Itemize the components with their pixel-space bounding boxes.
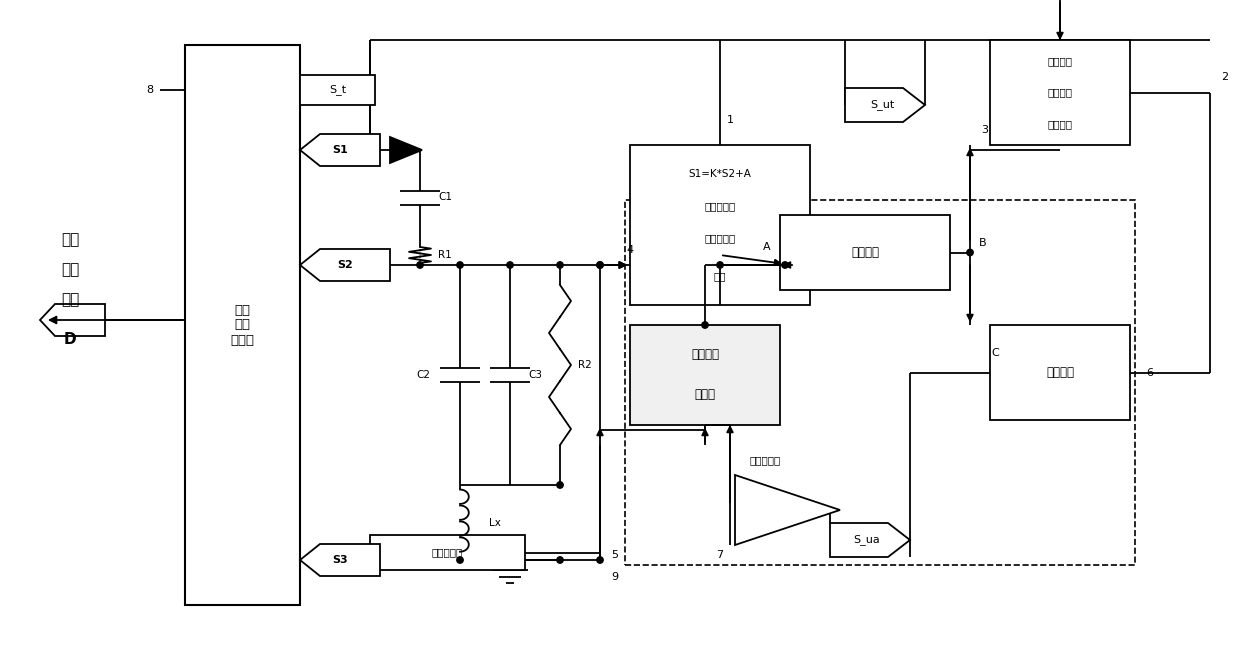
- Circle shape: [702, 322, 708, 328]
- Text: C: C: [991, 348, 999, 357]
- Text: 5: 5: [611, 550, 619, 560]
- Text: 位移: 位移: [61, 232, 79, 248]
- Text: 6: 6: [1147, 368, 1153, 377]
- Text: 温度传感器: 温度传感器: [432, 548, 463, 557]
- Text: R1: R1: [438, 250, 451, 260]
- Text: R2: R2: [578, 360, 591, 370]
- Text: S2: S2: [337, 260, 353, 270]
- Circle shape: [417, 262, 423, 268]
- Circle shape: [507, 262, 513, 268]
- Circle shape: [596, 557, 603, 563]
- Circle shape: [557, 482, 563, 488]
- Text: 高速
采样
处理器: 高速 采样 处理器: [231, 304, 254, 346]
- Text: 电路: 电路: [714, 271, 727, 281]
- Text: B: B: [980, 237, 987, 248]
- Circle shape: [967, 250, 973, 255]
- Text: C1: C1: [438, 192, 453, 203]
- Text: 信号: 信号: [61, 263, 79, 277]
- Text: 7: 7: [717, 550, 724, 560]
- Bar: [370, 535, 525, 570]
- Text: 3: 3: [982, 125, 988, 135]
- Polygon shape: [735, 475, 839, 545]
- Bar: [630, 145, 810, 305]
- Text: C3: C3: [528, 370, 542, 380]
- Circle shape: [456, 262, 464, 268]
- Text: 触发信号: 触发信号: [1048, 88, 1073, 97]
- Text: 正交采样: 正交采样: [1048, 56, 1073, 66]
- Bar: [990, 40, 1130, 145]
- Text: 输出: 输出: [61, 292, 79, 308]
- Bar: [300, 75, 374, 105]
- Polygon shape: [40, 304, 105, 336]
- Circle shape: [456, 557, 464, 563]
- Text: 生成电路: 生成电路: [1048, 119, 1073, 129]
- Circle shape: [717, 262, 723, 268]
- Text: A: A: [763, 242, 771, 252]
- Text: 幅度补偿放: 幅度补偿放: [704, 201, 735, 211]
- Bar: [625, 200, 1135, 565]
- Polygon shape: [300, 249, 391, 281]
- Polygon shape: [844, 88, 925, 122]
- Text: S_ua: S_ua: [853, 535, 880, 546]
- Circle shape: [596, 262, 603, 268]
- Text: 大器与加法: 大器与加法: [704, 233, 735, 243]
- Text: 比较调节器: 比较调节器: [749, 455, 781, 465]
- Polygon shape: [391, 137, 422, 163]
- Text: 可变增益: 可变增益: [691, 348, 719, 361]
- Polygon shape: [300, 134, 379, 166]
- Text: 4: 4: [626, 245, 634, 255]
- Text: 2: 2: [1221, 72, 1229, 83]
- Circle shape: [596, 262, 603, 268]
- Text: 1: 1: [727, 115, 734, 125]
- Text: S_ut: S_ut: [870, 99, 894, 110]
- Polygon shape: [300, 544, 379, 576]
- Text: S_t: S_t: [329, 84, 346, 95]
- Bar: [990, 325, 1130, 420]
- Text: 同步检波: 同步检波: [851, 246, 879, 259]
- Text: C2: C2: [415, 370, 430, 380]
- Text: 幅度平均: 幅度平均: [1047, 366, 1074, 379]
- Text: 9: 9: [611, 573, 619, 582]
- Text: S3: S3: [332, 555, 347, 565]
- Text: D: D: [63, 333, 77, 348]
- Polygon shape: [830, 523, 910, 557]
- Text: S1=K*S2+A: S1=K*S2+A: [688, 169, 751, 179]
- Bar: [780, 215, 950, 290]
- Text: 放大器: 放大器: [694, 388, 715, 401]
- Circle shape: [781, 262, 789, 268]
- Text: 8: 8: [146, 85, 154, 95]
- Bar: [630, 325, 780, 425]
- Circle shape: [557, 262, 563, 268]
- Circle shape: [557, 557, 563, 563]
- Text: S1: S1: [332, 145, 348, 155]
- Bar: [185, 45, 300, 605]
- Text: Lx: Lx: [489, 517, 501, 528]
